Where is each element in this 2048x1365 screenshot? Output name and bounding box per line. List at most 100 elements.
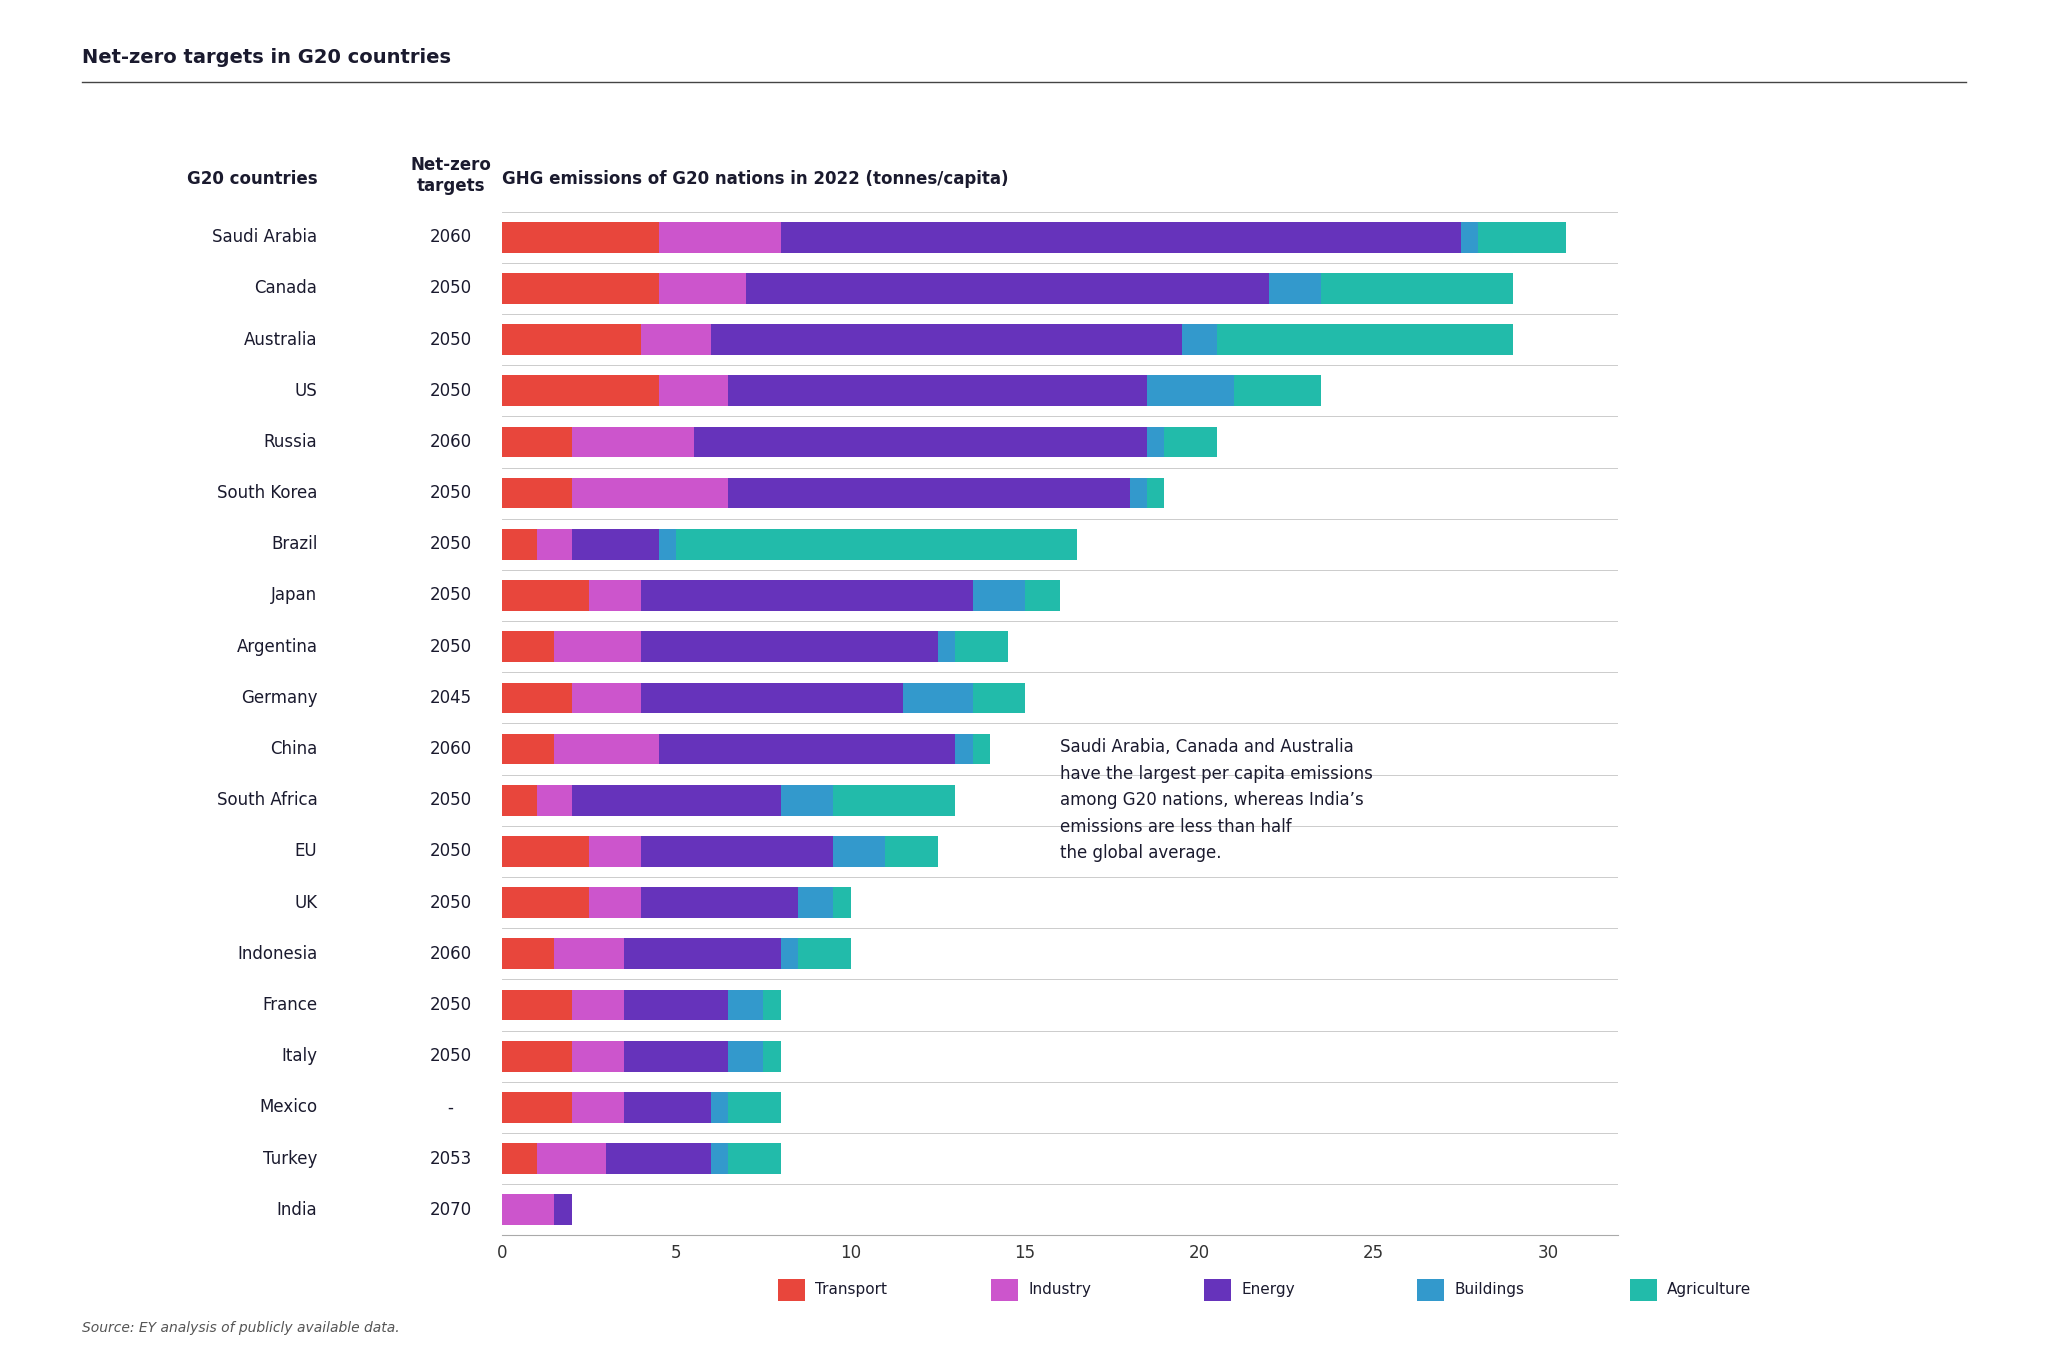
Text: Buildings: Buildings xyxy=(1454,1283,1524,1297)
Bar xyxy=(903,682,973,714)
Bar xyxy=(711,1143,729,1174)
Text: Germany: Germany xyxy=(242,689,317,707)
Text: France: France xyxy=(262,996,317,1014)
Bar xyxy=(973,682,1024,714)
Text: India: India xyxy=(276,1201,317,1219)
Bar xyxy=(537,785,571,815)
Bar xyxy=(799,887,834,917)
Bar xyxy=(729,1092,780,1122)
Bar xyxy=(641,632,938,662)
Bar xyxy=(799,939,850,969)
Bar xyxy=(502,325,641,355)
Text: Energy: Energy xyxy=(1241,1283,1294,1297)
Bar xyxy=(676,530,1077,560)
Bar xyxy=(502,734,555,764)
Text: South Korea: South Korea xyxy=(217,485,317,502)
Text: Saudi Arabia, Canada and Australia
have the largest per capita emissions
among G: Saudi Arabia, Canada and Australia have … xyxy=(1061,738,1372,863)
Text: Japan: Japan xyxy=(270,587,317,605)
Bar xyxy=(537,530,571,560)
Bar xyxy=(590,835,641,867)
Bar xyxy=(502,785,537,815)
Text: 2050: 2050 xyxy=(430,485,471,502)
Bar xyxy=(1147,375,1235,407)
Text: Russia: Russia xyxy=(264,433,317,450)
Bar xyxy=(1235,375,1321,407)
Bar xyxy=(641,887,799,917)
Bar xyxy=(729,1040,764,1072)
Text: 2060: 2060 xyxy=(430,740,471,758)
Bar xyxy=(537,1143,606,1174)
Bar xyxy=(502,990,571,1021)
Bar xyxy=(502,1143,537,1174)
Bar xyxy=(659,221,780,253)
Bar xyxy=(764,990,780,1021)
Bar xyxy=(606,1143,711,1174)
Bar xyxy=(571,990,625,1021)
Bar xyxy=(1147,427,1165,457)
Bar xyxy=(555,632,641,662)
Text: Canada: Canada xyxy=(254,280,317,298)
Bar xyxy=(1130,478,1147,509)
Bar xyxy=(834,785,954,815)
Bar xyxy=(502,887,590,917)
Text: Transport: Transport xyxy=(815,1283,887,1297)
Bar xyxy=(502,427,571,457)
Text: Net-zero targets in G20 countries: Net-zero targets in G20 countries xyxy=(82,48,451,67)
Text: 2060: 2060 xyxy=(430,228,471,246)
Bar xyxy=(780,939,799,969)
Bar xyxy=(555,734,659,764)
Bar xyxy=(1479,221,1565,253)
Bar xyxy=(502,835,590,867)
Bar xyxy=(711,325,1182,355)
Text: 2050: 2050 xyxy=(430,792,471,809)
Bar xyxy=(764,1040,780,1072)
Bar xyxy=(641,580,973,612)
Bar xyxy=(502,530,537,560)
Bar xyxy=(502,478,571,509)
Bar xyxy=(973,580,1024,612)
Text: 2070: 2070 xyxy=(430,1201,471,1219)
Bar xyxy=(502,1092,571,1122)
Bar xyxy=(502,632,555,662)
Text: Italy: Italy xyxy=(281,1047,317,1065)
Bar xyxy=(834,887,850,917)
Bar xyxy=(729,1143,780,1174)
Text: Indonesia: Indonesia xyxy=(238,945,317,962)
Text: Brazil: Brazil xyxy=(270,535,317,553)
Bar xyxy=(711,1092,729,1122)
Text: Saudi Arabia: Saudi Arabia xyxy=(213,228,317,246)
Bar xyxy=(555,1194,571,1226)
Bar xyxy=(555,939,625,969)
Text: 2050: 2050 xyxy=(430,280,471,298)
Text: 2050: 2050 xyxy=(430,535,471,553)
Text: EU: EU xyxy=(295,842,317,860)
Bar xyxy=(1024,580,1061,612)
Bar xyxy=(1147,478,1165,509)
Text: Source: EY analysis of publicly available data.: Source: EY analysis of publicly availabl… xyxy=(82,1321,399,1335)
Bar xyxy=(641,835,834,867)
Bar xyxy=(625,1040,729,1072)
Bar xyxy=(625,990,729,1021)
Bar xyxy=(1460,221,1479,253)
Text: 2060: 2060 xyxy=(430,433,471,450)
Bar xyxy=(954,632,1008,662)
Bar xyxy=(571,530,659,560)
Bar xyxy=(641,325,711,355)
Text: G20 countries: G20 countries xyxy=(186,171,317,188)
Bar xyxy=(502,939,555,969)
Bar xyxy=(502,221,659,253)
Text: 2050: 2050 xyxy=(430,842,471,860)
Bar xyxy=(502,1194,555,1226)
Bar xyxy=(885,835,938,867)
Bar xyxy=(938,632,954,662)
Bar xyxy=(641,682,903,714)
Text: Argentina: Argentina xyxy=(236,637,317,655)
Bar xyxy=(954,734,973,764)
Text: 2053: 2053 xyxy=(430,1149,471,1167)
Bar xyxy=(625,939,780,969)
Bar xyxy=(571,1040,625,1072)
Bar xyxy=(745,273,1270,304)
Bar xyxy=(625,1092,711,1122)
Text: 2050: 2050 xyxy=(430,382,471,400)
Bar xyxy=(780,785,834,815)
